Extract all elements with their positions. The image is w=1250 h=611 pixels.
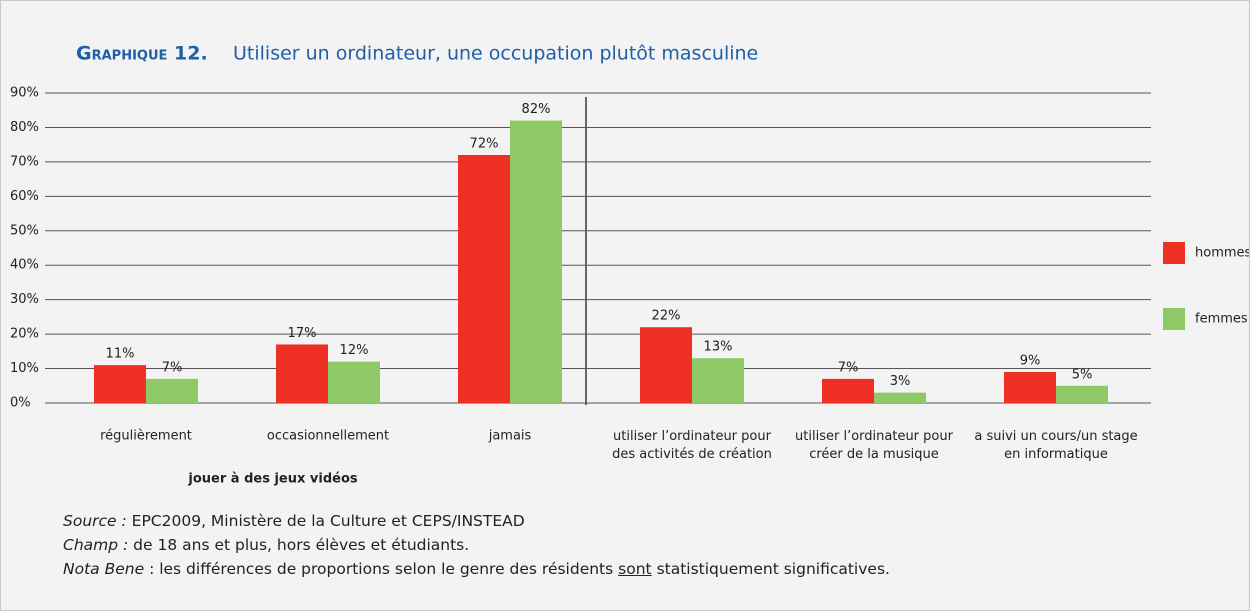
- data-label: 7%: [162, 360, 183, 375]
- bar: [510, 120, 562, 404]
- group-label: jouer à des jeux vidéos: [187, 472, 358, 487]
- note-text: EPC2009, Ministère de la Culture et CEPS…: [131, 512, 525, 530]
- data-label: 72%: [470, 137, 499, 152]
- data-label: 12%: [340, 343, 369, 358]
- note-text: de 18 ans et plus, hors élèves et étudia…: [133, 536, 470, 554]
- note-label: Nota Bene: [63, 560, 145, 578]
- note-text: : les différences de proportions selon l…: [149, 560, 614, 578]
- data-label: 82%: [522, 102, 551, 117]
- y-tick-label: 70%: [10, 154, 39, 169]
- bar: [692, 358, 744, 403]
- note: Nota Bene : les différences de proportio…: [63, 557, 890, 581]
- chart-label: Graphique 12.: [76, 43, 208, 65]
- y-tick-label: 80%: [10, 120, 39, 135]
- bar: [822, 378, 874, 403]
- y-tick-label: 10%: [10, 361, 39, 376]
- data-label: 17%: [288, 326, 317, 341]
- data-label: 13%: [704, 340, 733, 355]
- data-label: 5%: [1072, 367, 1093, 382]
- bar: [1004, 372, 1056, 403]
- x-tick-label: régulièrement: [100, 429, 192, 444]
- bar: [328, 361, 380, 403]
- note-label: Champ :: [63, 536, 129, 554]
- chart-title: Utiliser un ordinateur, une occupation p…: [233, 43, 758, 65]
- y-tick-label: 40%: [10, 258, 39, 273]
- y-tick-label: 20%: [10, 327, 39, 342]
- y-tick-label: 0%: [10, 396, 31, 411]
- bar: [458, 155, 510, 403]
- y-tick-label: 60%: [10, 189, 39, 204]
- legend-swatch: [1163, 308, 1185, 330]
- bar: [146, 378, 198, 403]
- bar: [1056, 385, 1108, 403]
- legend-label: femmes: [1195, 312, 1248, 327]
- note: Source : EPC2009, Ministère de la Cultur…: [63, 509, 890, 533]
- data-label: 7%: [838, 360, 859, 375]
- note-underlined: sont: [618, 560, 652, 578]
- note-end: statistiquement significatives.: [656, 560, 890, 578]
- x-tick-label: a suivi un cours/un stage en informatique: [974, 429, 1137, 462]
- bar: [874, 392, 926, 403]
- legend-swatch: [1163, 242, 1185, 264]
- legend-label: hommes: [1195, 246, 1249, 261]
- x-tick-label: occasionnellement: [267, 429, 389, 444]
- y-tick-label: 30%: [10, 292, 39, 307]
- y-tick-label: 50%: [10, 223, 39, 238]
- bar: [640, 327, 692, 403]
- data-label: 11%: [106, 347, 135, 362]
- bar: [276, 344, 328, 403]
- note: Champ : de 18 ans et plus, hors élèves e…: [63, 533, 890, 557]
- x-tick-label: utiliser l’ordinateur pour créer de la mu…: [795, 429, 954, 462]
- x-tick-label: jamais: [488, 429, 532, 444]
- data-label: 22%: [652, 309, 681, 324]
- note-label: Source :: [63, 512, 127, 530]
- data-label: 9%: [1020, 354, 1041, 369]
- notes: Source : EPC2009, Ministère de la Cultur…: [63, 509, 890, 581]
- x-tick-label: utiliser l’ordinateur pour des activités …: [612, 429, 772, 462]
- bar: [94, 365, 146, 403]
- data-label: 3%: [890, 374, 911, 389]
- y-tick-label: 90%: [10, 86, 39, 101]
